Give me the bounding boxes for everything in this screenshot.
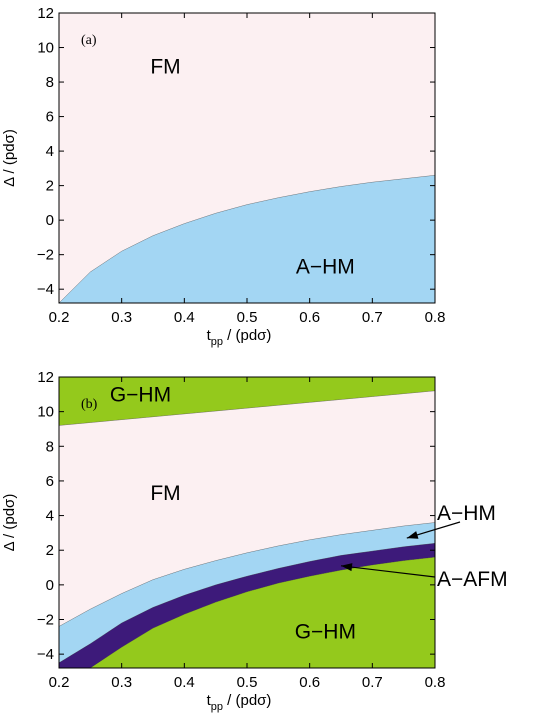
boundary-line: [59, 543, 435, 664]
x-tick-label: 0.8: [425, 309, 446, 326]
region-ahm: [59, 522, 435, 663]
y-tick-label: 6: [46, 109, 54, 126]
x-tick-label: 0.4: [174, 309, 195, 326]
y-tick-label: 10: [37, 404, 54, 421]
x-tick-label: 0.2: [49, 674, 70, 691]
x-tick-label: 0.7: [362, 309, 383, 326]
plot-area: [59, 377, 435, 668]
y-tick-label: 8: [46, 438, 54, 455]
y-tick-label: −4: [37, 646, 54, 663]
x-axis-label: tpp / (pdσ): [207, 327, 272, 348]
region-label: A−HM: [296, 256, 355, 279]
boundary-line: [59, 390, 435, 426]
callout-arrow-line: [340, 565, 436, 578]
y-tick-label: 2: [46, 178, 54, 195]
panel-a: FM A−HM 0.2 0.3 0.4 0.5 0.6 0.7 0.8 −4 −2 0 2 4 6 8 10 12…: [1, 5, 445, 348]
callout-label: A−HM: [437, 502, 496, 525]
region-label: FM: [150, 55, 180, 78]
y-tick-label: 12: [37, 369, 54, 386]
x-axis-label-sub: pp: [211, 336, 223, 348]
x-tick-label: 0.3: [111, 309, 132, 326]
y-tick-label: 0: [46, 212, 54, 229]
y-tick-label: −2: [37, 247, 54, 264]
panel-tag: (a): [81, 33, 97, 48]
panel-tag: (b): [81, 397, 98, 412]
x-axis-label: tpp / (pdσ): [207, 692, 272, 713]
x-axis-label-sub: pp: [211, 701, 223, 713]
region-ghm: [59, 557, 435, 668]
boundary-line: [59, 175, 435, 303]
y-tick-label: 2: [46, 542, 54, 559]
y-tick-label: 4: [46, 143, 54, 160]
y-axis-label: Δ / (pdσ): [1, 494, 18, 552]
x-tick-label: 0.6: [299, 309, 320, 326]
y-tick-label: 4: [46, 508, 54, 525]
y-tick-label: 10: [37, 40, 54, 57]
y-tick-label: −4: [37, 281, 54, 298]
boundary-line: [59, 556, 435, 668]
x-tick-label: 0.8: [425, 674, 446, 691]
x-tick-label: 0.7: [362, 674, 383, 691]
callout-arrow-head: [341, 563, 353, 572]
region-label: G−HM: [110, 383, 171, 406]
x-tick-label: 0.5: [237, 674, 258, 691]
region-ghm: [59, 377, 435, 426]
x-tick-label: 0.4: [174, 674, 195, 691]
x-tick-label: 0.5: [237, 309, 258, 326]
y-tick-label: 12: [37, 5, 54, 22]
boundary-line: [59, 522, 435, 627]
x-axis-label-main: t: [207, 327, 212, 344]
region-aafm: [59, 543, 435, 668]
callout-label: A−AFM: [437, 568, 508, 591]
region-label: G−HM: [295, 621, 356, 644]
plot-area: [59, 13, 435, 303]
x-tick-label: 0.2: [49, 309, 70, 326]
callout-arrow-head: [406, 531, 419, 539]
x-tick-label: 0.3: [111, 674, 132, 691]
y-tick-label: 0: [46, 577, 54, 594]
region-fm: [59, 13, 435, 303]
y-tick-label: 6: [46, 473, 54, 490]
x-tick-label: 0.6: [299, 674, 320, 691]
y-tick-label: −2: [37, 612, 54, 629]
x-axis-label-rest: / (pdσ): [223, 692, 271, 709]
region-fm: [59, 390, 435, 627]
x-axis-label-main: t: [207, 692, 212, 709]
x-axis-label-rest: / (pdσ): [223, 327, 271, 344]
panel-b: G−HM FM G−HM 0.2 0.3 0.4 0.5 0.6 0.7 0.8 −4 −2 0 2 4 6 8…: [1, 369, 508, 713]
y-tick-label: 8: [46, 74, 54, 91]
region-ahm: [59, 175, 435, 303]
y-axis-label: Δ / (pdσ): [1, 129, 18, 187]
region-label: FM: [150, 482, 180, 505]
